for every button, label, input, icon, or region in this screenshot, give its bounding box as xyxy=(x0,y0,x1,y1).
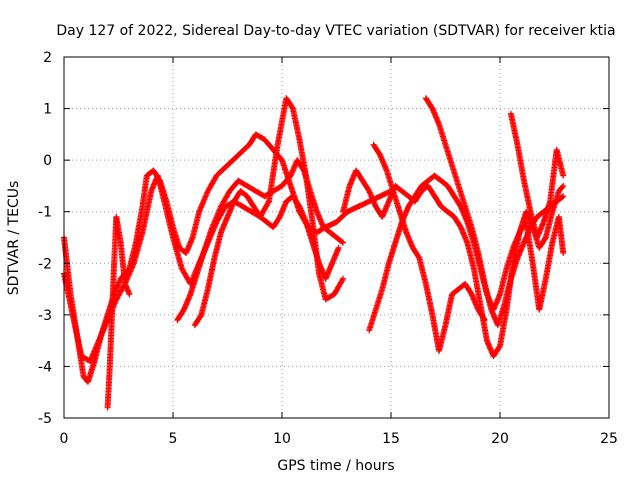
series-track-g xyxy=(370,141,488,354)
series-track-j xyxy=(507,110,567,241)
data-point xyxy=(560,249,567,256)
data-point xyxy=(339,277,346,284)
data-point xyxy=(560,172,567,179)
y-tick-label: -5 xyxy=(38,411,52,427)
data-point xyxy=(340,275,347,282)
data-point xyxy=(560,193,567,200)
data-point xyxy=(481,317,488,324)
x-tick-label: 15 xyxy=(382,431,400,447)
series-track-h xyxy=(366,172,567,334)
data-point xyxy=(126,291,133,298)
y-axis: -5 -4 -3 -2 -1 0 1 2 xyxy=(38,50,609,427)
x-tick-label: 25 xyxy=(600,431,618,447)
y-tick-label: -4 xyxy=(38,359,52,375)
y-tick-label: -3 xyxy=(38,308,52,324)
data-point xyxy=(335,244,342,251)
data-point xyxy=(481,315,488,322)
series-track-i xyxy=(104,213,133,411)
series-track-f xyxy=(422,95,567,329)
y-tick-label: -2 xyxy=(38,256,52,272)
data-point xyxy=(559,194,566,201)
y-axis-label: SDTVAR / TECUs xyxy=(6,181,22,296)
data-point xyxy=(560,182,567,189)
x-tick-label: 20 xyxy=(491,431,509,447)
x-axis-label: GPS time / hours xyxy=(277,458,394,474)
series-track-c xyxy=(174,157,347,324)
y-tick-label: -1 xyxy=(38,205,52,221)
data-point xyxy=(340,239,347,246)
x-tick-label: 10 xyxy=(273,431,291,447)
x-axis: 0 5 10 15 20 25 xyxy=(60,57,618,447)
data-point xyxy=(338,238,345,245)
y-tick-label: 2 xyxy=(43,50,52,66)
data-point xyxy=(559,183,566,190)
series-group xyxy=(61,95,567,411)
plot-frame xyxy=(63,56,610,419)
chart-title: Day 127 of 2022, Sidereal Day-to-day VTE… xyxy=(56,23,615,39)
series-track-d xyxy=(191,188,342,329)
x-tick-label: 5 xyxy=(169,431,178,447)
x-tick-label: 0 xyxy=(60,431,69,447)
data-point xyxy=(265,199,272,206)
y-tick-label: 0 xyxy=(43,153,52,169)
y-tick-label: 1 xyxy=(43,102,52,118)
series-track-b xyxy=(61,95,347,365)
